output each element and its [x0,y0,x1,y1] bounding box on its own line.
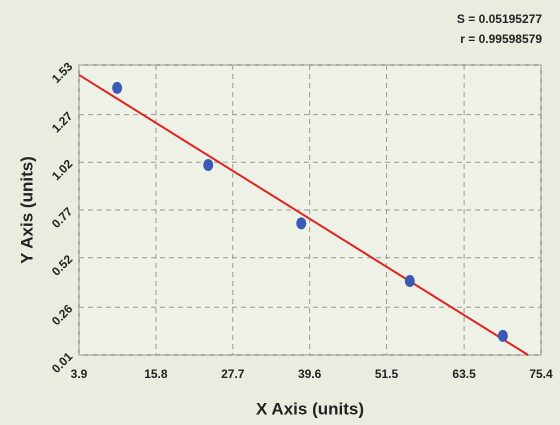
x-tick-label: 3.9 [71,367,88,381]
x-tick-label: 51.5 [375,367,399,381]
data-point [404,274,415,287]
fit-line [78,74,529,356]
x-tick-label: 39.6 [298,367,322,381]
x-tick-label: 75.4 [529,367,553,381]
data-point [497,329,508,342]
y-axis-label: Y Axis (units) [17,156,36,264]
x-tick-label: 63.5 [452,367,476,381]
data-point [112,81,123,94]
annotation: S = 0.05195277 [457,12,542,26]
annotation: r = 0.99598579 [460,32,542,46]
x-tick-label: 15.8 [144,367,168,381]
x-axis-label: X Axis (units) [256,399,364,418]
x-tick-label: 27.7 [221,367,245,381]
data-point [203,158,214,171]
data-point [296,217,307,230]
